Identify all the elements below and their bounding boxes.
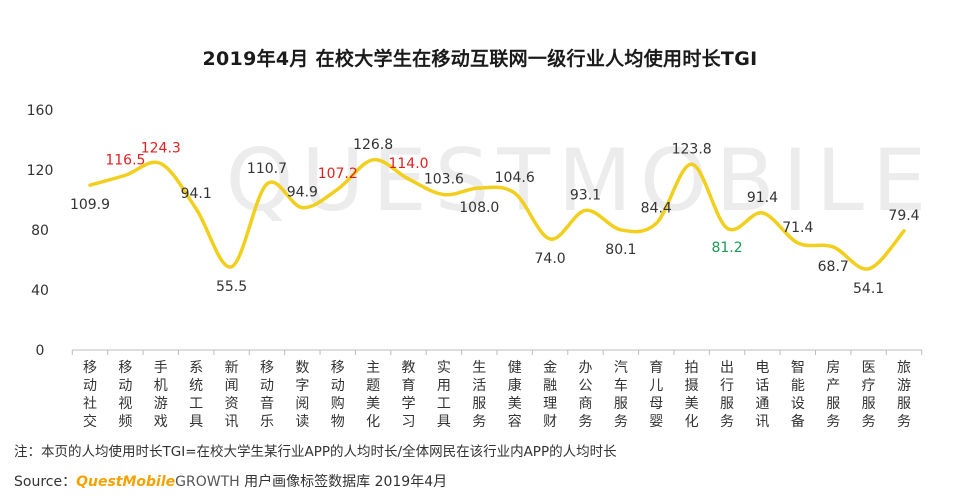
data-label: 94.9 [287, 185, 318, 201]
x-tick-label: 智能设备 [791, 360, 805, 430]
x-tick-label: 健康美容 [508, 360, 522, 430]
data-label: 79.4 [888, 208, 919, 224]
data-label: 116.5 [105, 152, 145, 168]
data-label: 114.0 [388, 156, 428, 172]
x-tick-label: 教育学习 [402, 360, 416, 430]
data-label: 91.4 [747, 190, 778, 206]
data-label: 74.0 [535, 251, 566, 267]
x-axis: 移动社交 移动视频 手机游戏 系统工具 新闻资讯 移动音乐 数字阅读 移动购物 主题美化 教育学习… [71, 349, 923, 430]
x-tick-label: 移动社交 [83, 360, 97, 430]
x-tick-label: 医疗服务 [862, 360, 876, 430]
x-tick-label: 汽车服务 [614, 360, 628, 430]
x-tick-label: 实用工具 [437, 360, 451, 430]
data-label: 94.1 [181, 186, 212, 202]
data-label: 110.7 [247, 161, 287, 177]
y-tick-label: 120 [27, 163, 54, 179]
y-axis: 0 40 80 120 160 [27, 103, 54, 359]
x-tick-label: 主题美化 [366, 360, 380, 430]
source-brand: QuestMobile [76, 474, 176, 490]
x-tick-label: 系统工具 [189, 360, 203, 430]
x-tick-label: 办公商务 [578, 360, 592, 430]
x-tick-label: 移动购物 [331, 360, 345, 430]
y-tick-label: 40 [31, 283, 49, 299]
data-label: 108.0 [459, 200, 499, 216]
source-growth: GROWTH [175, 474, 240, 490]
x-tick-label: 金融理财 [543, 360, 557, 430]
x-tick-label: 移动视频 [118, 360, 132, 430]
x-tick-label: 生活服务 [472, 360, 486, 430]
data-label: 93.1 [570, 187, 601, 203]
data-label: 84.4 [641, 200, 672, 216]
y-tick-label: 80 [31, 223, 49, 239]
x-tick-label: 出行服务 [720, 360, 734, 430]
y-tick-label: 0 [36, 343, 45, 359]
x-tick-label: 拍摄美化 [685, 360, 699, 430]
data-label: 107.2 [318, 166, 358, 182]
data-label: 55.5 [216, 279, 247, 295]
source-rest: 用户画像标签数据库 2019年4月 [239, 474, 448, 490]
x-tick-label: 数字阅读 [295, 360, 309, 430]
data-label: 126.8 [353, 137, 393, 153]
x-tick-label: 旅游服务 [897, 360, 911, 430]
series-line [88, 158, 906, 271]
x-tick-label: 房产服务 [826, 360, 840, 430]
data-label: 68.7 [818, 259, 849, 275]
source-prefix: Source： [14, 474, 77, 490]
data-label: 71.4 [782, 220, 813, 236]
y-tick-label: 160 [27, 103, 54, 119]
data-label: 123.8 [672, 141, 712, 157]
data-label: 80.1 [605, 242, 636, 258]
source-line: Source：QuestMobileGROWTH 用户画像标签数据库 2019年… [14, 471, 447, 491]
data-label: 103.6 [424, 172, 464, 188]
x-tick-label: 移动音乐 [260, 360, 274, 430]
chart-title: 2019年4月 在校大学生在移动互联网一级行业人均使用时长TGI [202, 48, 758, 70]
x-tick-label: 育儿母婴 [649, 360, 663, 430]
x-tick-label: 电话通讯 [755, 360, 769, 430]
data-label: 104.6 [495, 170, 535, 186]
footnote: 注：本页的人均使用时长TGI=在校大学生某行业APP的人均时长/全体网民在该行业… [14, 444, 617, 460]
data-label: 81.2 [711, 240, 742, 256]
data-label: 109.9 [70, 197, 110, 213]
x-tick-label: 手机游戏 [154, 360, 168, 430]
data-label: 54.1 [853, 281, 884, 297]
x-tick-label: 新闻资讯 [225, 360, 239, 430]
data-label: 124.3 [141, 141, 181, 157]
